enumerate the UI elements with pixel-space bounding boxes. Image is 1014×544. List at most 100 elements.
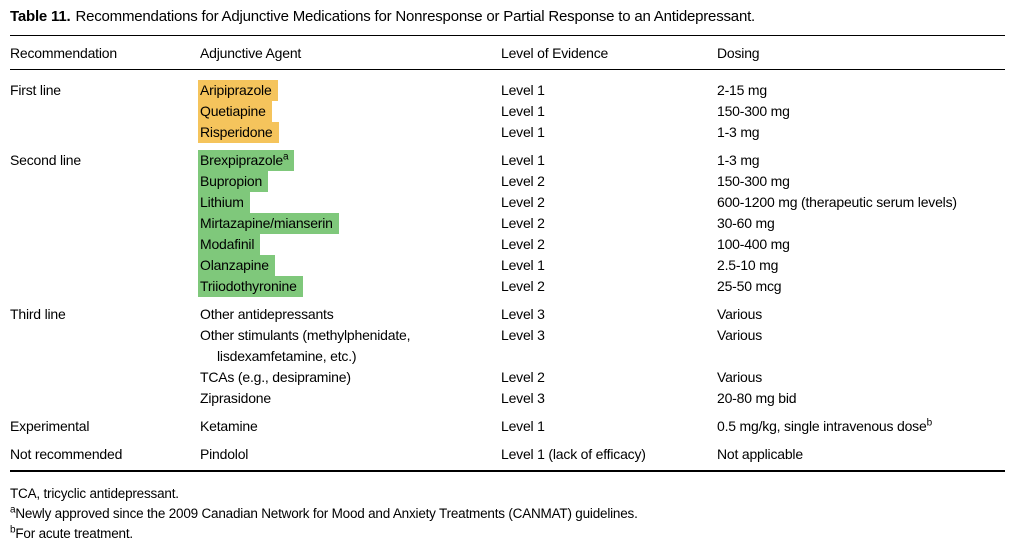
table-row: Third line Other antidepressants Level 3…	[10, 304, 1005, 325]
footnote-text: For acute treatment.	[15, 526, 133, 541]
table-row: Olanzapine Level 1 2.5-10 mg	[10, 255, 1005, 276]
agent-label: TCAs (e.g., desipramine)	[200, 369, 351, 385]
agent-label: Ketamine	[200, 418, 258, 434]
dosing-cell: 1-3 mg	[717, 124, 760, 140]
dosing-cell: Not applicable	[717, 446, 803, 462]
table-row: Experimental Ketamine Level 1 0.5 mg/kg,…	[10, 416, 1005, 437]
dosing-cell: 2.5-10 mg	[717, 257, 779, 273]
dosing-cell: 150-300 mg	[717, 103, 790, 119]
recommendation-cell	[10, 213, 200, 234]
agent-cell: Aripiprazole	[198, 80, 501, 101]
footnote: aNewly approved since the 2009 Canadian …	[10, 504, 1005, 524]
recommendation-cell	[10, 171, 200, 192]
table-row: TCAs (e.g., desipramine) Level 2 Various	[10, 367, 1005, 388]
agent-label: Bupropion	[200, 173, 263, 189]
evidence-cell: Level 3	[501, 390, 545, 406]
agent-label: Lithium	[200, 194, 244, 210]
table-row: First line Aripiprazole Level 1 2-15 mg	[10, 80, 1005, 101]
agent-cell: Modafinil	[198, 234, 501, 255]
agent-highlight: Mirtazapine/mianserin	[198, 213, 339, 234]
column-header-dosing: Dosing	[717, 45, 760, 61]
footnote-text: TCA, tricyclic antidepressant.	[10, 486, 179, 501]
table-row: Quetiapine Level 1 150-300 mg	[10, 101, 1005, 122]
agent-highlight: Brexpiprazolea	[198, 150, 295, 171]
evidence-cell: Level 2	[501, 173, 545, 189]
column-header-evidence: Level of Evidence	[501, 45, 609, 61]
agent-label: Brexpiprazole	[200, 152, 283, 168]
table-row: Risperidone Level 1 1-3 mg	[10, 122, 1005, 143]
agent-cell: Other stimulants (methylphenidate, lisdex…	[200, 325, 501, 367]
recommendation-cell	[10, 276, 200, 297]
agent-cell: Lithium	[198, 192, 501, 213]
recommendation-cell	[10, 192, 200, 213]
agent-cell: Ziprasidone	[200, 388, 501, 409]
evidence-cell: Level 2	[501, 194, 545, 210]
column-header-agent: Adjunctive Agent	[200, 45, 302, 61]
table-title: Table 11. Recommendations for Adjunctive …	[10, 8, 1005, 26]
evidence-cell: Level 3	[501, 327, 545, 343]
agent-cell: Quetiapine	[198, 101, 501, 122]
footnote-marker-b: b	[10, 524, 16, 536]
dosing-cell: 150-300 mg	[717, 173, 790, 189]
evidence-cell: Level 1	[501, 257, 545, 273]
recommendation-cell	[10, 101, 200, 122]
evidence-cell: Level 2	[501, 236, 545, 252]
agent-highlight: Quetiapine	[198, 101, 272, 122]
evidence-cell: Level 2	[501, 369, 545, 385]
agent-label: Aripiprazole	[200, 82, 272, 98]
agent-label: Pindolol	[200, 446, 249, 462]
recommendation-cell	[10, 122, 200, 143]
recommendation-cell	[10, 234, 200, 255]
agent-cell: Mirtazapine/mianserin	[198, 213, 501, 234]
dosing-cell: 2-15 mg	[717, 82, 767, 98]
evidence-cell: Level 1	[501, 124, 545, 140]
table-row: Mirtazapine/mianserin Level 2 30-60 mg	[10, 213, 1005, 234]
table-header-row: Recommendation Adjunctive Agent Level of…	[10, 36, 1005, 70]
agent-highlight: Lithium	[198, 192, 250, 213]
recommendation-cell: First line	[10, 82, 61, 98]
recommendation-cell	[10, 255, 200, 276]
recommendation-cell	[10, 367, 200, 388]
recommendation-cell: Not recommended	[10, 446, 123, 462]
agent-label: Triiodothyronine	[200, 278, 297, 294]
agent-cell: Olanzapine	[198, 255, 501, 276]
dosing-cell: 100-400 mg	[717, 236, 790, 252]
dosing-cell: Various	[717, 369, 763, 385]
evidence-cell: Level 2	[501, 215, 545, 231]
table-caption: Recommendations for Adjunctive Medicatio…	[75, 8, 756, 25]
table-row: Bupropion Level 2 150-300 mg	[10, 171, 1005, 192]
dosing-cell: 30-60 mg	[717, 215, 775, 231]
agent-label: Other antidepressants	[200, 306, 334, 322]
agent-cell: TCAs (e.g., desipramine)	[200, 367, 501, 388]
table-footnotes: TCA, tricyclic antidepressant. aNewly ap…	[10, 472, 1005, 544]
dosing-label: 0.5 mg/kg, single intravenous dose	[717, 418, 927, 434]
footnote-text: Newly approved since the 2009 Canadian N…	[15, 506, 638, 521]
agent-label: Mirtazapine/mianserin	[200, 215, 333, 231]
top-rule	[10, 35, 1005, 36]
table-row: Not recommended Pindolol Level 1 (lack o…	[10, 444, 1005, 465]
dosing-cell: 0.5 mg/kg, single intravenous doseb	[717, 416, 1005, 437]
recommendation-cell	[10, 388, 200, 409]
evidence-cell: Level 3	[501, 306, 545, 322]
agent-label: Ziprasidone	[200, 390, 271, 406]
dosing-cell: 1-3 mg	[717, 152, 760, 168]
agent-label: Risperidone	[200, 124, 273, 140]
dosing-cell: 25-50 mcg	[717, 278, 782, 294]
evidence-cell: Level 1	[501, 418, 545, 434]
dosing-cell: 600-1200 mg (therapeutic serum levels)	[717, 194, 957, 210]
table-row: Other stimulants (methylphenidate, lisdex…	[10, 325, 1005, 367]
agent-highlight: Olanzapine	[198, 255, 275, 276]
dosing-cell: 20-80 mg bid	[717, 390, 797, 406]
dosing-cell: Various	[717, 306, 763, 322]
evidence-cell: Level 2	[501, 278, 545, 294]
recommendation-cell: Third line	[10, 306, 66, 322]
footnote-marker-a: a	[283, 151, 289, 163]
agent-label: Other stimulants (methylphenidate,	[200, 327, 411, 343]
table-row: Modafinil Level 2 100-400 mg	[10, 234, 1005, 255]
agent-label: Modafinil	[200, 236, 255, 252]
evidence-cell: Level 1	[501, 152, 545, 168]
table-row: Ziprasidone Level 3 20-80 mg bid	[10, 388, 1005, 409]
evidence-cell: Level 1	[501, 82, 545, 98]
agent-cell: Bupropion	[198, 171, 501, 192]
